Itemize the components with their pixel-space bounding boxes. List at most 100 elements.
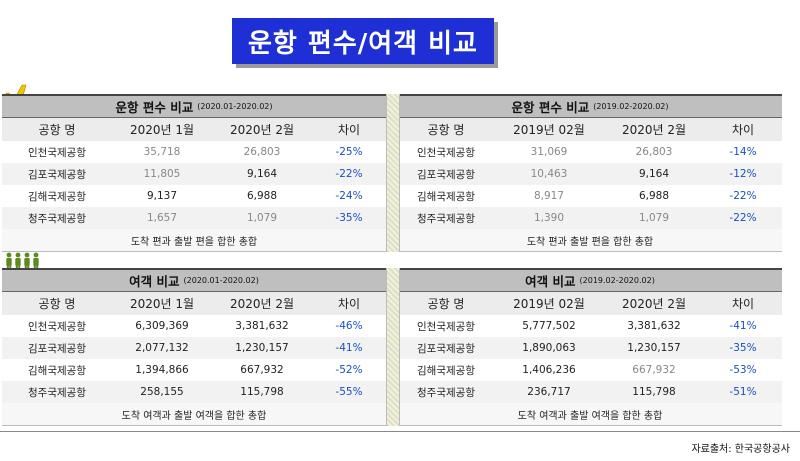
column-divider [386,94,400,252]
value-a: 1,406,236 [522,364,576,376]
diff-value: -52% [335,364,363,376]
table-row: 김해국제공항 8,917 6,988 -22% [398,185,782,207]
table-row: 청주국제공항 1,657 1,079 -35% [2,207,386,229]
table-row: 인천국제공항 5,777,502 3,381,632 -41% [398,315,782,337]
value-a: 258,155 [140,386,184,398]
value-b: 667,932 [240,364,284,376]
diff-value: -14% [729,146,757,158]
airport-name: 인천국제공항 [417,146,475,159]
panel-title: 운항 편수 비교 [115,100,194,115]
page-title: 운항 편수/여객 비교 [232,18,494,64]
panel-header: 여객 비교 (2019.02-2020.02) [398,268,782,292]
table-row: 인천국제공항 31,069 26,803 -14% [398,141,782,163]
diff-value: -55% [335,386,363,398]
diff-value: -51% [729,386,757,398]
panel-period: (2020.01-2020.02) [197,102,273,111]
col-airport: 공항 명 [38,297,76,311]
column-divider [386,268,400,426]
diff-value: -22% [335,168,363,180]
value-b: 1,079 [246,212,278,224]
value-b: 26,803 [635,146,673,158]
col-airport: 공항 명 [427,123,465,137]
value-a: 10,463 [530,168,568,180]
airport-name: 김포국제공항 [28,342,86,355]
table-row: 김포국제공항 1,890,063 1,230,157 -35% [398,337,782,359]
value-a: 35,718 [143,146,181,158]
value-b: 6,988 [246,190,278,202]
col-airport: 공항 명 [38,123,76,137]
col-diff: 차이 [337,297,361,311]
value-b: 9,164 [246,168,278,180]
value-a: 6,309,369 [135,320,189,332]
passenger-comparison-yoy-panel: 여객 비교 (2019.02-2020.02) 공항 명 2019년 02월 20… [398,268,782,426]
value-a: 2,077,132 [135,342,189,354]
col-month-a: 2020년 1월 [129,297,195,311]
panel-title: 운항 편수 비교 [511,100,590,115]
value-b: 115,798 [240,386,284,398]
column-headers: 공항 명 2019년 02월 2020년 2월 차이 [398,118,782,141]
column-headers: 공항 명 2019년 02월 2020년 2월 차이 [398,292,782,315]
passenger-comparison-2020-panel: 여객 비교 (2020.01-2020.02) 공항 명 2020년 1월 202… [2,268,386,426]
diff-value: -53% [729,364,757,376]
panel-title: 여객 비교 [525,274,576,289]
airport-name: 청주국제공항 [417,386,475,399]
panel-period: (2019.02-2020.02) [593,102,669,111]
airport-name: 청주국제공항 [28,386,86,399]
value-b: 667,932 [632,364,676,376]
value-b: 1,230,157 [235,342,289,354]
value-a: 1,890,063 [522,342,576,354]
value-a: 9,137 [146,190,178,202]
table-row: 인천국제공항 6,309,369 3,381,632 -46% [2,315,386,337]
airport-name: 인천국제공항 [28,146,86,159]
airport-name: 인천국제공항 [28,320,86,333]
column-headers: 공항 명 2020년 1월 2020년 2월 차이 [2,118,386,141]
footer-divider [0,431,800,432]
col-diff: 차이 [731,123,755,137]
airport-name: 김해국제공항 [28,190,86,203]
value-a: 31,069 [530,146,568,158]
table-row: 청주국제공항 236,717 115,798 -51% [398,381,782,403]
diff-value: -22% [729,190,757,202]
col-month-a: 2019년 02월 [513,297,585,311]
panel-header: 운항 편수 비교 (2019.02-2020.02) [398,94,782,118]
diff-value: -41% [335,342,363,354]
table-note: 도착 여객과 출발 여객을 합한 총합 [398,403,782,426]
diff-value: -46% [335,320,363,332]
value-a: 1,394,866 [135,364,189,376]
table-row: 김포국제공항 2,077,132 1,230,157 -41% [2,337,386,359]
col-airport: 공항 명 [427,297,465,311]
airport-name: 김포국제공항 [417,168,475,181]
value-a: 5,777,502 [522,320,576,332]
diff-value: -22% [729,212,757,224]
value-b: 26,803 [243,146,281,158]
table-row: 청주국제공항 258,155 115,798 -55% [2,381,386,403]
value-a: 1,390 [533,212,565,224]
table-row: 김해국제공항 9,137 6,988 -24% [2,185,386,207]
value-a: 8,917 [533,190,565,202]
value-b: 3,381,632 [235,320,289,332]
value-b: 1,079 [638,212,670,224]
diff-value: -35% [729,342,757,354]
diff-value: -41% [729,320,757,332]
value-b: 115,798 [632,386,676,398]
panel-period: (2020.01-2020.02) [183,276,259,285]
value-b: 3,381,632 [627,320,681,332]
value-b: 6,988 [638,190,670,202]
diff-value: -12% [729,168,757,180]
flights-comparison-2020-panel: 운항 편수 비교 (2020.01-2020.02) 공항 명 2020년 1월 … [2,94,386,252]
panel-title: 여객 비교 [129,274,180,289]
airport-name: 김포국제공항 [28,168,86,181]
flights-comparison-yoy-panel: 운항 편수 비교 (2019.02-2020.02) 공항 명 2019년 02월… [398,94,782,252]
col-month-a: 2020년 1월 [129,123,195,137]
table-note: 도착 여객과 출발 여객을 합한 총합 [2,403,386,426]
table-row: 김해국제공항 1,406,236 667,932 -53% [398,359,782,381]
panel-header: 운항 편수 비교 (2020.01-2020.02) [2,94,386,118]
col-month-a: 2019년 02월 [513,123,585,137]
col-diff: 차이 [731,297,755,311]
table-row: 김포국제공항 10,463 9,164 -12% [398,163,782,185]
table-row: 김포국제공항 11,805 9,164 -22% [2,163,386,185]
col-month-b: 2020년 2월 [229,297,295,311]
diff-value: -25% [335,146,363,158]
col-month-b: 2020년 2월 [621,297,687,311]
diff-value: -24% [335,190,363,202]
